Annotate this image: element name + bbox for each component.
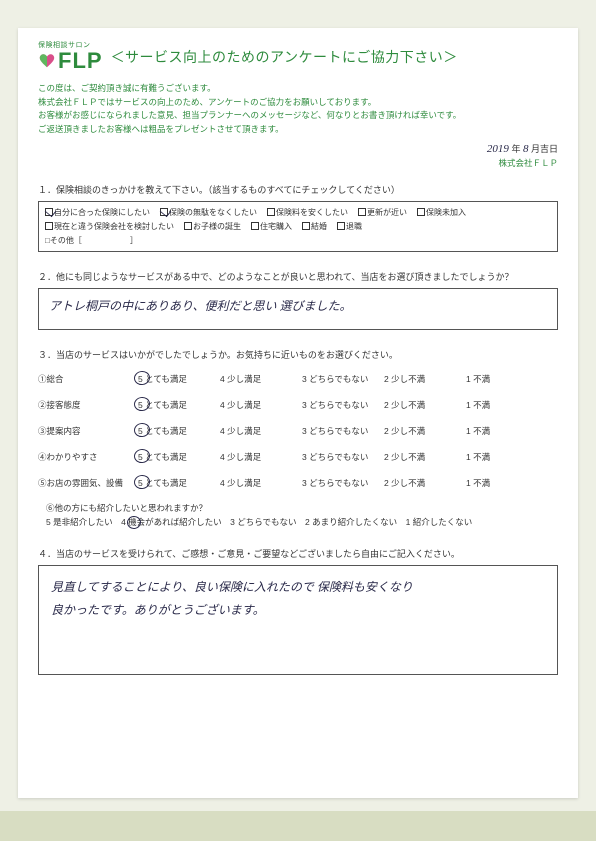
q2-answer-box[interactable]: アトレ桐戸の中にありあり、便利だと思い 選びました。 bbox=[38, 288, 558, 330]
intro-line: この度は、ご契約頂き誠に有難うございます。 bbox=[38, 82, 558, 96]
q3-option[interactable]: 2 少し不満 bbox=[384, 451, 466, 463]
q3-option[interactable]: 3 どちらでもない bbox=[302, 477, 384, 489]
q3-option[interactable]: 5 とても満足 bbox=[138, 373, 220, 385]
q3-rating-row: ⑤お店の雰囲気、設備5 とても満足4 少し満足3 どちらでもない2 少し不満1 … bbox=[38, 470, 558, 496]
checkbox-icon bbox=[160, 208, 168, 216]
q3-option[interactable]: 5 とても満足 bbox=[138, 451, 220, 463]
checkbox-icon bbox=[267, 208, 275, 216]
q3-option[interactable]: 3 どちらでもない bbox=[302, 373, 384, 385]
q3-option[interactable]: 4 少し満足 bbox=[220, 425, 302, 437]
q1-checkbox-item[interactable]: お子様の誕生 bbox=[184, 220, 241, 234]
header: 保険相談サロン FLP ＜サービス向上のためのアンケートにご協力下さい＞ bbox=[38, 42, 558, 72]
q1-checkbox-item[interactable]: 保険料を安くしたい bbox=[267, 206, 348, 220]
footer-band bbox=[0, 811, 596, 841]
checkbox-icon bbox=[302, 222, 310, 230]
q3-rating-row: ④わかりやすさ5 とても満足4 少し満足3 どちらでもない2 少し不満1 不満 bbox=[38, 444, 558, 470]
month-unit: 月吉日 bbox=[531, 144, 558, 154]
q3-option[interactable]: 4 少し満足 bbox=[220, 399, 302, 411]
checkbox-icon bbox=[358, 208, 366, 216]
q3-rating-row: ①総合5 とても満足4 少し満足3 どちらでもない2 少し不満1 不満 bbox=[38, 366, 558, 392]
checkbox-icon bbox=[45, 208, 53, 216]
q6-selection-circle bbox=[126, 515, 141, 529]
q3-option[interactable]: 1 不満 bbox=[466, 399, 548, 411]
q3-row-label: ②接客態度 bbox=[38, 399, 138, 411]
checkbox-icon bbox=[251, 222, 259, 230]
q6-options[interactable]: 5 是非紹介したい 4 機会があれば紹介したい 3 どちらでもない 2 あまり紹… bbox=[46, 516, 558, 530]
q4-heading: ４．当店のサービスを受けられて、ご感想・ご意見・ご要望などございましたら自由にご… bbox=[38, 547, 558, 560]
q6-label: ⑥他の方にも紹介したいと思われますか？ bbox=[46, 502, 558, 516]
q4-answer-line: 見直してすることにより、良い保険に入れたので 保険料も安くなり bbox=[51, 576, 545, 599]
q1-checkbox-item[interactable]: 更新が近い bbox=[358, 206, 407, 220]
q3-option[interactable]: 1 不満 bbox=[466, 425, 548, 437]
q2-answer: アトレ桐戸の中にありあり、便利だと思い 選びました。 bbox=[49, 299, 352, 313]
checkbox-icon bbox=[417, 208, 425, 216]
q3-rating-row: ②接客態度5 とても満足4 少し満足3 どちらでもない2 少し不満1 不満 bbox=[38, 392, 558, 418]
q3-rating-table: ①総合5 とても満足4 少し満足3 どちらでもない2 少し不満1 不満②接客態度… bbox=[38, 366, 558, 496]
q3-rating-row: ③提案内容5 とても満足4 少し満足3 どちらでもない2 少し不満1 不満 bbox=[38, 418, 558, 444]
q3-option[interactable]: 3 どちらでもない bbox=[302, 425, 384, 437]
q3-option[interactable]: 2 少し不満 bbox=[384, 399, 466, 411]
q1-heading: １．保険相談のきっかけを教えて下さい。（該当するものすべてにチェックしてください… bbox=[38, 183, 558, 196]
company-name: 株式会社ＦＬＰ bbox=[38, 157, 558, 169]
q1-checkbox-item[interactable]: 退職 bbox=[337, 220, 362, 234]
q6-block: ⑥他の方にも紹介したいと思われますか？ 5 是非紹介したい 4 機会があれば紹介… bbox=[38, 502, 558, 529]
q3-option[interactable]: 4 少し満足 bbox=[220, 451, 302, 463]
q3-option[interactable]: 2 少し不満 bbox=[384, 425, 466, 437]
intro-line: 株式会社ＦＬＰではサービスの向上のため、アンケートのご協力をお願いしております。 bbox=[38, 96, 558, 110]
q1-checkbox-item[interactable]: 保険未加入 bbox=[417, 206, 466, 220]
q1-checkbox-item[interactable]: 結婚 bbox=[302, 220, 327, 234]
page-title: ＜サービス向上のためのアンケートにご協力下さい＞ bbox=[111, 47, 458, 67]
q4-answer-box[interactable]: 見直してすることにより、良い保険に入れたので 保険料も安くなり 良かったです。あ… bbox=[38, 565, 558, 675]
logo-brand: FLP bbox=[58, 50, 103, 72]
q3-option[interactable]: 3 どちらでもない bbox=[302, 399, 384, 411]
year-handwritten: 2019 bbox=[487, 143, 509, 155]
q3-option[interactable]: 2 少し不満 bbox=[384, 477, 466, 489]
q2-heading: ２．他にも同じようなサービスがある中で、どのようなことが良いと思われて、当店をお… bbox=[38, 270, 558, 283]
checkbox-icon bbox=[337, 222, 345, 230]
q3-heading: ３．当店のサービスはいかがでしたでしょうか。お気持ちに近いものをお選びください。 bbox=[38, 348, 558, 361]
q1-checkbox-grid: 自分に合った保険にしたい保険の無駄をなくしたい保険料を安くしたい更新が近い保険未… bbox=[38, 201, 558, 252]
q1-checkbox-item[interactable]: 保険の無駄をなくしたい bbox=[160, 206, 257, 220]
intro-line: ご返送頂きましたお客様へは粗品をプレゼントさせて頂きます。 bbox=[38, 123, 558, 137]
checkbox-icon bbox=[45, 222, 53, 230]
survey-form: 保険相談サロン FLP ＜サービス向上のためのアンケートにご協力下さい＞ この度… bbox=[18, 28, 578, 798]
q3-option[interactable]: 5 とても満足 bbox=[138, 477, 220, 489]
q3-row-label: ⑤お店の雰囲気、設備 bbox=[38, 477, 138, 489]
q1-other[interactable]: □その他［ ］ bbox=[45, 234, 138, 248]
q3-row-label: ③提案内容 bbox=[38, 425, 138, 437]
q4-answer-line: 良かったです。ありがとうございます。 bbox=[51, 599, 545, 622]
q3-option[interactable]: 3 どちらでもない bbox=[302, 451, 384, 463]
q3-option[interactable]: 1 不満 bbox=[466, 373, 548, 385]
q3-option[interactable]: 4 少し満足 bbox=[220, 477, 302, 489]
q3-option[interactable]: 5 とても満足 bbox=[138, 399, 220, 411]
q3-option[interactable]: 1 不満 bbox=[466, 451, 548, 463]
logo: 保険相談サロン FLP bbox=[38, 42, 103, 72]
month-handwritten: 8 bbox=[523, 143, 529, 155]
q3-option[interactable]: 1 不満 bbox=[466, 477, 548, 489]
q3-row-label: ④わかりやすさ bbox=[38, 451, 138, 463]
q3-option[interactable]: 5 とても満足 bbox=[138, 425, 220, 437]
q1-checkbox-item[interactable]: 現在と違う保険会社を検討したい bbox=[45, 220, 174, 234]
q3-option[interactable]: 2 少し不満 bbox=[384, 373, 466, 385]
checkbox-icon bbox=[184, 222, 192, 230]
q1-checkbox-item[interactable]: 住宅購入 bbox=[251, 220, 292, 234]
date-line: 2019 年 8 月吉日 bbox=[38, 142, 558, 155]
year-unit: 年 bbox=[511, 144, 520, 154]
heart-icon bbox=[38, 52, 56, 70]
q3-option[interactable]: 4 少し満足 bbox=[220, 373, 302, 385]
intro-line: お客様がお感じになられました意見、担当プランナーへのメッセージなど、何なりとお書… bbox=[38, 109, 558, 123]
intro-text: この度は、ご契約頂き誠に有難うございます。 株式会社ＦＬＰではサービスの向上のた… bbox=[38, 82, 558, 136]
q3-row-label: ①総合 bbox=[38, 373, 138, 385]
q1-checkbox-item[interactable]: 自分に合った保険にしたい bbox=[45, 206, 150, 220]
